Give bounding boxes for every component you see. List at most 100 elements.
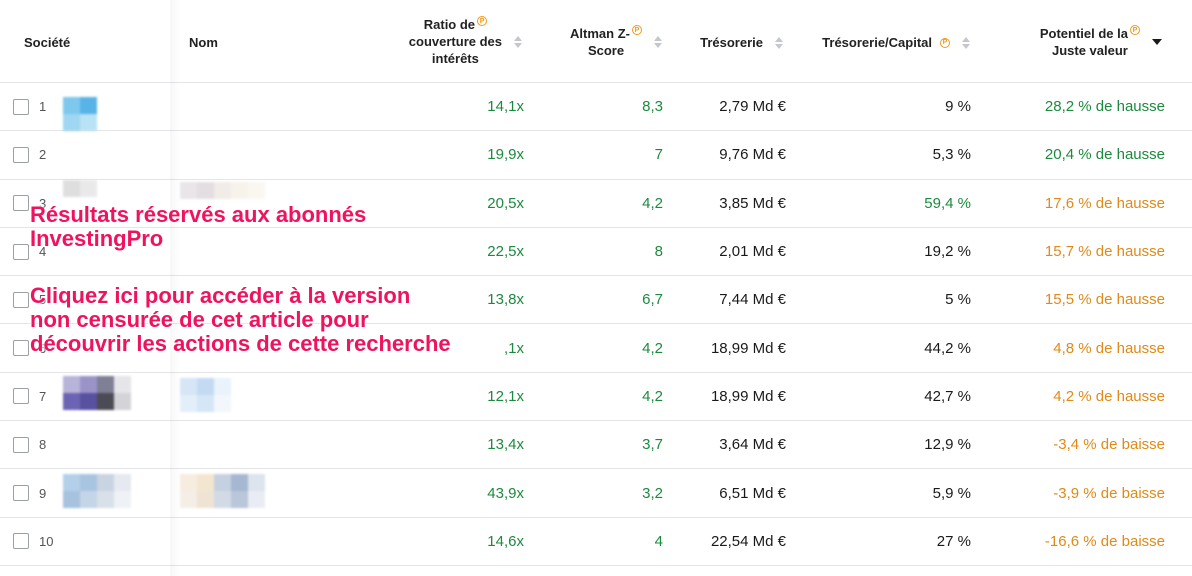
ratio-value: 20,5x [487, 194, 524, 212]
ratio-value: 13,4x [487, 436, 524, 454]
altman-value: 7 [654, 146, 663, 164]
row-checkbox-cell[interactable] [13, 83, 29, 130]
potentiel-value: -3,9 % de baisse [1053, 484, 1165, 502]
paywall-link[interactable]: Cliquez ici pour accéder à la version no… [30, 283, 451, 356]
pro-badge-icon: P [632, 25, 642, 35]
table-row[interactable]: 9 43,9x 3,2 6,51 Md € 5,9 % -3,9 % de baisse [0, 469, 1192, 518]
altman-value: 8 [654, 243, 663, 261]
row-checkbox[interactable] [13, 388, 29, 405]
tresorerie-value: 18,99 Md € [710, 387, 786, 405]
treso-capital-value: 27 % [936, 532, 971, 550]
tresorerie-value: 2,01 Md € [719, 243, 786, 261]
table-row[interactable]: 4 22,5x 8 2,01 Md € 19,2 % 15,7 % de hausse [0, 228, 1192, 277]
row-index: 7 [39, 388, 47, 404]
potentiel-value: 17,6 % de hausse [1044, 194, 1165, 212]
row-checkbox[interactable] [13, 533, 29, 550]
altman-value: 3,7 [642, 436, 663, 454]
potentiel-value: -16,6 % de baisse [1044, 532, 1165, 550]
ratio-value: ,1x [503, 339, 524, 357]
potentiel-value: 20,4 % de hausse [1044, 146, 1165, 164]
tresorerie-value: 22,54 Md € [710, 532, 786, 550]
row-index: 5 [39, 292, 47, 308]
table-row[interactable]: 5 13,8x 6,7 7,44 Md € 5 % 15,5 % de hausse [0, 276, 1192, 325]
row-checkbox[interactable] [13, 291, 29, 308]
row-checkbox-cell[interactable] [13, 180, 29, 227]
altman-value: 6,7 [642, 291, 663, 309]
tresorerie-value: 7,44 Md € [719, 291, 786, 309]
row-checkbox-cell[interactable] [13, 518, 29, 565]
treso-capital-value: 12,9 % [924, 436, 971, 454]
row-checkbox-cell[interactable] [13, 228, 29, 275]
row-checkbox[interactable] [13, 146, 29, 163]
table-row[interactable]: 2 19,9x 7 9,76 Md € 5,3 % 20,4 % de hausse [0, 131, 1192, 180]
row-checkbox-cell[interactable] [13, 324, 29, 371]
tresorerie-value: 2,79 Md € [719, 98, 786, 116]
altman-value: 4,2 [642, 339, 663, 357]
sort-icon[interactable] [654, 36, 662, 48]
table-row[interactable]: 6 ,1x 4,2 18,99 Md € 44,2 % 4,8 % de hausse [0, 324, 1192, 373]
treso-capital-value: 42,7 % [924, 387, 971, 405]
table-row[interactable]: 7 12,1x 4,2 18,99 Md € 42,7 % 4,2 % de hausse [0, 373, 1192, 422]
header-treso-capital[interactable]: Trésorerie/Capital P [800, 34, 970, 51]
header-societe[interactable]: Société [24, 35, 71, 50]
row-index: 1 [39, 99, 47, 115]
table-header: Société Nom Ratio de P couverture des int… [0, 0, 1192, 83]
treso-capital-value: 5 % [945, 291, 971, 309]
ratio-value: 13,8x [487, 291, 524, 309]
row-checkbox-cell[interactable] [13, 469, 29, 516]
row-checkbox[interactable] [13, 98, 29, 115]
row-index: 8 [39, 437, 47, 453]
sort-icon[interactable] [514, 35, 522, 48]
table-row[interactable]: 10 14,6x 4 22,54 Md € 27 % -16,6 % de baisse [0, 518, 1192, 566]
row-checkbox[interactable] [13, 340, 29, 357]
altman-value: 3,2 [642, 484, 663, 502]
treso-capital-value: 5,9 % [932, 484, 971, 502]
altman-value: 4,2 [642, 387, 663, 405]
tresorerie-value: 3,64 Md € [719, 436, 786, 454]
ratio-value: 14,6x [487, 532, 524, 550]
row-checkbox[interactable] [13, 243, 29, 260]
treso-capital-value: 19,2 % [924, 243, 971, 261]
ratio-value: 22,5x [487, 243, 524, 261]
censored-name [180, 378, 231, 412]
row-checkbox-cell[interactable] [13, 276, 29, 323]
ratio-value: 19,9x [487, 146, 524, 164]
sort-icon[interactable] [962, 36, 970, 49]
row-checkbox[interactable] [13, 436, 29, 453]
header-ratio-couverture[interactable]: Ratio de P couverture des intérêts [380, 16, 522, 67]
row-checkbox-cell[interactable] [13, 131, 29, 178]
pro-badge-icon: P [477, 16, 488, 26]
altman-value: 4 [654, 532, 663, 550]
censored-name [180, 474, 265, 508]
header-nom[interactable]: Nom [189, 35, 218, 50]
altman-value: 4,2 [642, 194, 663, 212]
table-row[interactable]: 3 20,5x 4,2 3,85 Md € 59,4 % 17,6 % de hausse [0, 180, 1192, 228]
row-index: 4 [39, 244, 47, 260]
tresorerie-value: 6,51 Md € [719, 484, 786, 502]
row-index: 10 [39, 533, 54, 549]
treso-capital-value: 44,2 % [924, 339, 971, 357]
ratio-value: 12,1x [487, 387, 524, 405]
row-checkbox[interactable] [13, 485, 29, 502]
altman-value: 8,3 [642, 98, 663, 116]
censored-logo [63, 97, 97, 131]
row-checkbox[interactable] [13, 195, 29, 212]
header-altman[interactable]: Altman Z- P Score [548, 25, 662, 59]
table-body: 1 14,1x 8,3 2,79 Md € 9 % 28,2 % de hausse 2 19… [0, 83, 1192, 566]
sort-icon[interactable] [775, 36, 783, 49]
ratio-value: 14,1x [487, 98, 524, 116]
row-checkbox-cell[interactable] [13, 421, 29, 468]
table-row[interactable]: 1 14,1x 8,3 2,79 Md € 9 % 28,2 % de hausse [0, 83, 1192, 132]
column-shadow [170, 0, 180, 576]
sort-desc-icon[interactable] [1152, 39, 1162, 45]
header-tresorerie[interactable]: Trésorerie [680, 34, 783, 51]
row-index: 2 [39, 147, 47, 163]
row-checkbox-cell[interactable] [13, 373, 29, 420]
censored-logo [63, 180, 97, 197]
pro-badge-icon: P [940, 37, 950, 48]
header-potentiel[interactable]: Potentiel de la P Juste valeur [1000, 25, 1162, 59]
treso-capital-value: 59,4 % [924, 194, 971, 212]
row-index: 6 [39, 340, 47, 356]
table-row[interactable]: 8 13,4x 3,7 3,64 Md € 12,9 % -3,4 % de baisse [0, 421, 1192, 470]
